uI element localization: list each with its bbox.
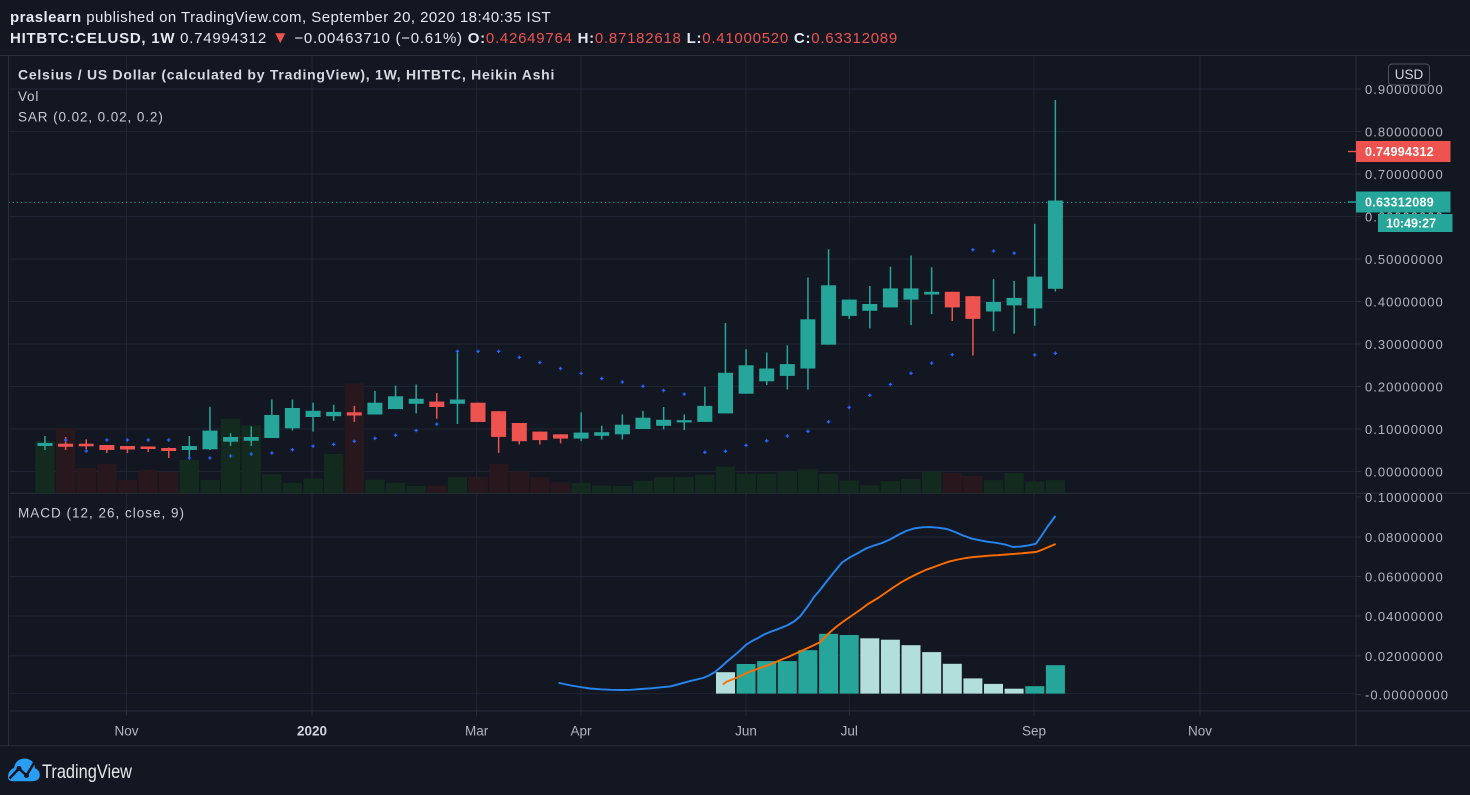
svg-text:0.04000000: 0.04000000 — [1365, 609, 1444, 624]
svg-text:0.02000000: 0.02000000 — [1365, 649, 1444, 664]
svg-text:0.90000000: 0.90000000 — [1365, 82, 1444, 97]
svg-text:SAR (0.02, 0.02, 0.2): SAR (0.02, 0.02, 0.2) — [18, 110, 164, 125]
svg-text:0.08000000: 0.08000000 — [1365, 530, 1444, 545]
svg-text:MACD (12, 26, close, 9): MACD (12, 26, close, 9) — [18, 506, 185, 521]
svg-text:2020: 2020 — [297, 724, 327, 739]
svg-text:HITBTC:CELUSD, 1W 0.74994312 ▼: HITBTC:CELUSD, 1W 0.74994312 ▼ −0.004637… — [10, 28, 898, 47]
svg-text:0.00000000: 0.00000000 — [1365, 465, 1444, 480]
svg-text:Mar: Mar — [465, 724, 489, 739]
svg-text:Celsius / US Dollar (calculate: Celsius / US Dollar (calculated by Tradi… — [18, 67, 555, 83]
svg-text:0.06000000: 0.06000000 — [1365, 570, 1444, 585]
svg-text:10:49:27: 10:49:27 — [1386, 217, 1436, 231]
svg-text:0.70000000: 0.70000000 — [1365, 167, 1444, 182]
svg-text:0.63312089: 0.63312089 — [1365, 196, 1434, 210]
svg-text:Vol: Vol — [18, 89, 39, 104]
svg-text:0.40000000: 0.40000000 — [1365, 295, 1444, 310]
svg-text:-0.00000000: -0.00000000 — [1365, 688, 1449, 703]
svg-text:0.74994312: 0.74994312 — [1365, 145, 1434, 159]
svg-text:praslearn published on Trading: praslearn published on TradingView.com, … — [10, 9, 551, 26]
svg-text:0.10000000: 0.10000000 — [1365, 422, 1444, 437]
svg-text:0.30000000: 0.30000000 — [1365, 337, 1444, 352]
svg-text:Jun: Jun — [735, 724, 757, 739]
svg-text:0.50000000: 0.50000000 — [1365, 252, 1444, 267]
svg-text:Jul: Jul — [841, 724, 858, 739]
svg-text:0.80000000: 0.80000000 — [1365, 125, 1444, 140]
svg-text:Apr: Apr — [570, 724, 592, 739]
svg-text:Nov: Nov — [1188, 724, 1212, 739]
svg-text:USD: USD — [1395, 67, 1424, 82]
svg-text:0.10000000: 0.10000000 — [1365, 490, 1444, 505]
svg-text:Nov: Nov — [114, 724, 138, 739]
svg-text:Sep: Sep — [1022, 724, 1046, 739]
svg-text:TradingView: TradingView — [42, 761, 133, 783]
svg-text:0.20000000: 0.20000000 — [1365, 380, 1444, 395]
